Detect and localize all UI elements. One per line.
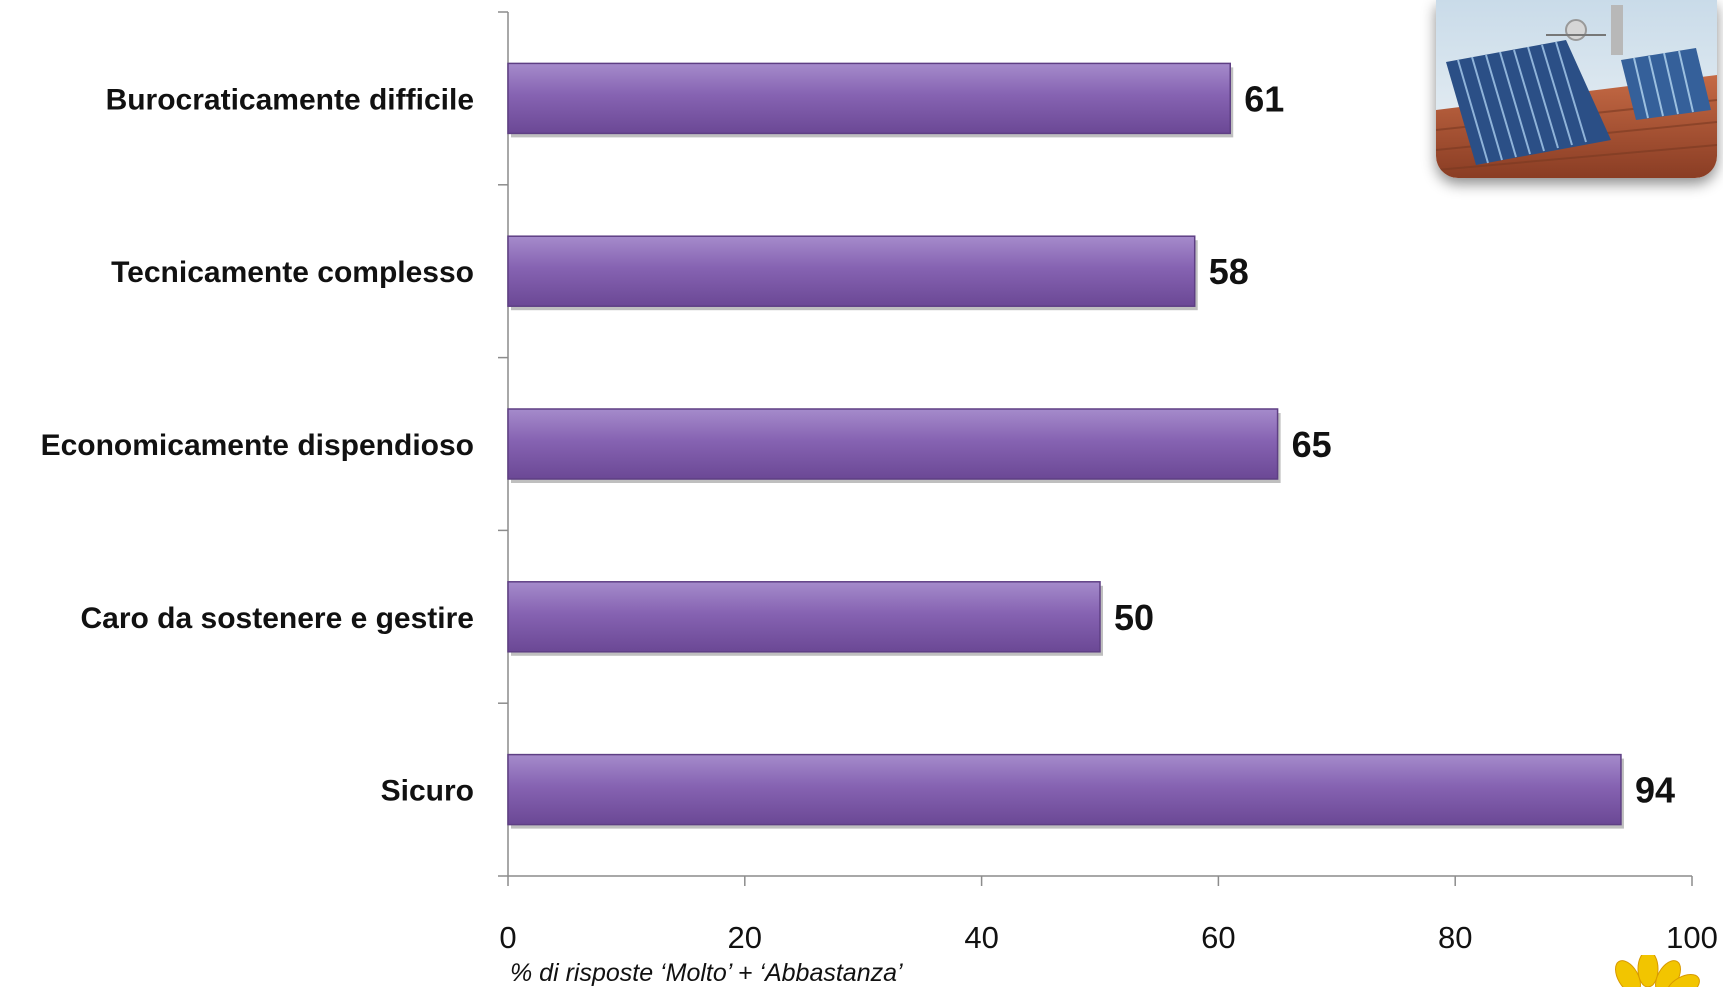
category-label: Tecnicamente complesso	[111, 256, 474, 289]
labels: 0 20 40 60 80 100 Burocraticamente difficile 61…	[41, 78, 1718, 955]
x-tick-label: 100	[1666, 920, 1718, 955]
bar	[507, 753, 1622, 826]
solar-panels-photo	[1436, 0, 1717, 178]
x-axis-title: % di risposte ‘Molto’ + ‘Abbastanza’	[510, 959, 903, 987]
x-tick-label: 60	[1201, 920, 1235, 955]
x-tick-label: 0	[499, 920, 516, 955]
value-label: 94	[1635, 770, 1675, 811]
x-tick-label: 20	[728, 920, 762, 955]
value-label: 50	[1114, 597, 1154, 638]
value-label: 61	[1244, 78, 1284, 119]
sunflower-icon	[1598, 955, 1718, 987]
category-label: Caro da sostenere e gestire	[80, 602, 474, 635]
category-label: Economicamente dispendioso	[41, 429, 474, 462]
value-label: 65	[1292, 424, 1332, 465]
category-label: Burocraticamente difficile	[106, 83, 474, 116]
bars	[507, 62, 1624, 829]
x-tick-label: 40	[964, 920, 998, 955]
category-label: Sicuro	[381, 775, 474, 808]
x-tick-label: 80	[1438, 920, 1472, 955]
bar	[507, 581, 1101, 653]
bar	[507, 235, 1196, 307]
bar	[507, 408, 1279, 480]
value-label: 58	[1209, 251, 1249, 292]
bar	[507, 62, 1231, 135]
